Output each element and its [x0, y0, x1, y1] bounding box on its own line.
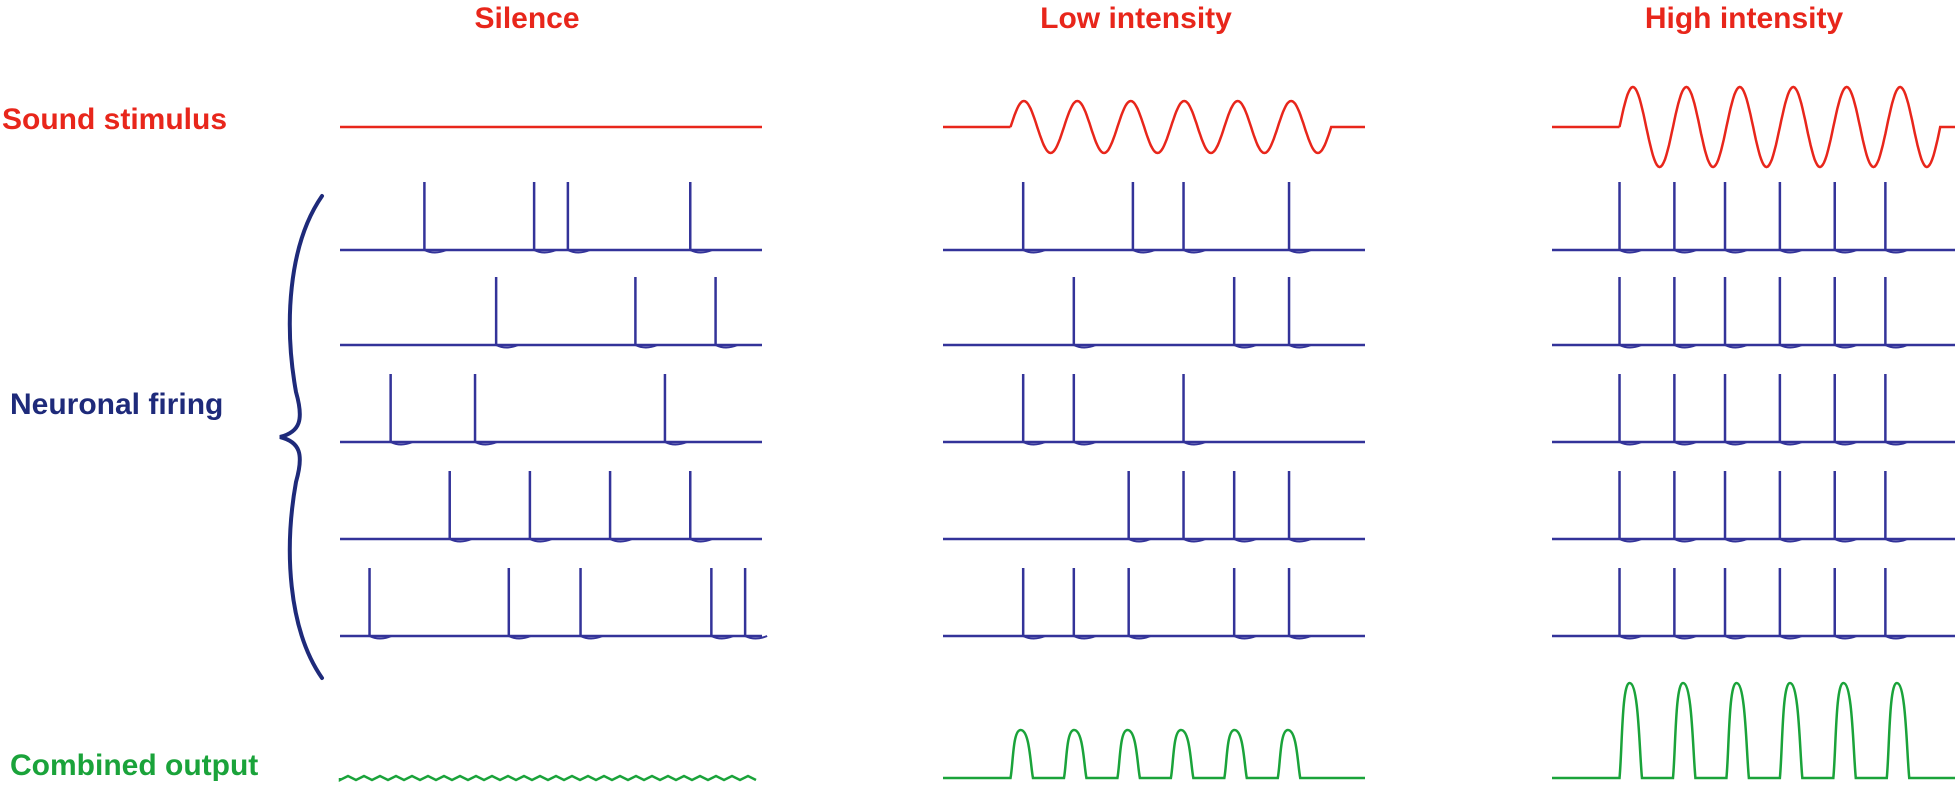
spike-afterpotential: [529, 538, 553, 543]
spike-afterpotential: [1288, 344, 1312, 349]
spike-afterpotential: [1724, 249, 1748, 254]
spike-afterpotential: [1673, 249, 1697, 254]
spike-afterpotential: [1022, 249, 1046, 254]
spike-afterpotential: [1128, 635, 1152, 640]
spike-afterpotential: [1128, 538, 1152, 543]
spike-afterpotential: [1022, 441, 1046, 446]
spike-afterpotential: [1619, 344, 1642, 349]
spike-afterpotential: [1288, 538, 1312, 543]
spike-afterpotential: [1779, 249, 1803, 254]
spike-afterpotential: [1884, 538, 1908, 543]
spike-afterpotential: [1779, 538, 1803, 543]
spike-afterpotential: [580, 635, 603, 640]
spike-afterpotential: [1073, 635, 1097, 640]
combined-output-trace: [1552, 681, 1955, 780]
spike-afterpotential: [1724, 538, 1748, 543]
spike-afterpotential: [449, 538, 473, 543]
spike-afterpotential: [474, 441, 498, 446]
panel-high-intensity: [1552, 85, 1955, 780]
spike-afterpotential: [1619, 441, 1642, 446]
spike-afterpotential: [533, 249, 557, 254]
spike-afterpotential: [689, 538, 713, 543]
spike-afterpotential: [1073, 441, 1097, 446]
spike-afterpotential: [369, 635, 392, 640]
spike-afterpotential: [567, 249, 591, 254]
spike-afterpotential: [1288, 249, 1312, 254]
column-title-low-intensity: Low intensity: [1040, 2, 1232, 35]
spike-afterpotential: [1619, 249, 1642, 254]
column-title-silence: Silence: [474, 2, 579, 35]
panel-silence: [338, 125, 768, 783]
spike-afterpotential: [1834, 441, 1858, 446]
spike-afterpotential: [1884, 635, 1908, 640]
spike-afterpotential: [390, 441, 414, 446]
spike-afterpotential: [1884, 441, 1908, 446]
spike-afterpotential: [609, 538, 633, 543]
spike-afterpotential: [1673, 441, 1697, 446]
spike-afterpotential: [1779, 635, 1803, 640]
spike-afterpotential: [423, 249, 447, 254]
spike-afterpotential: [1619, 538, 1642, 543]
spike-afterpotential: [1884, 344, 1908, 349]
spike-afterpotential: [1233, 538, 1257, 543]
combined-output-trace: [943, 728, 1365, 780]
spike-afterpotential: [1183, 441, 1206, 446]
spike-afterpotential: [744, 635, 768, 640]
row-label-sound-stimulus: Sound stimulus: [2, 103, 227, 136]
spike-afterpotential: [1834, 344, 1858, 349]
spike-afterpotential: [1619, 635, 1642, 640]
spike-afterpotential: [1779, 344, 1803, 349]
spike-afterpotential: [495, 344, 519, 349]
combined-output-trace: [338, 774, 757, 783]
spike-afterpotential: [1233, 635, 1257, 640]
row-label-neuronal-firing: Neuronal firing: [10, 388, 223, 421]
spike-afterpotential: [1724, 344, 1748, 349]
spike-afterpotential: [1288, 635, 1312, 640]
spike-afterpotential: [1779, 441, 1803, 446]
spike-afterpotential: [1183, 249, 1206, 254]
panel-low-intensity: [943, 99, 1365, 780]
spike-afterpotential: [1724, 441, 1748, 446]
brace-icon: [279, 194, 324, 680]
spike-afterpotential: [1022, 635, 1046, 640]
spike-afterpotential: [664, 441, 688, 446]
column-title-high-intensity: High intensity: [1645, 2, 1844, 35]
spike-afterpotential: [634, 344, 658, 349]
spike-afterpotential: [715, 344, 738, 349]
spike-afterpotential: [689, 249, 713, 254]
spike-afterpotential: [1073, 344, 1097, 349]
spike-afterpotential: [1673, 538, 1697, 543]
spike-afterpotential: [1673, 344, 1697, 349]
spike-afterpotential: [1834, 635, 1858, 640]
spike-afterpotential: [1724, 635, 1748, 640]
spike-afterpotential: [1834, 538, 1858, 543]
sound-stimulus-trace: [943, 99, 1365, 155]
spike-afterpotential: [1884, 249, 1908, 254]
row-label-combined-output: Combined output: [10, 749, 258, 782]
spike-afterpotential: [1673, 635, 1697, 640]
spike-afterpotential: [508, 635, 532, 640]
spike-afterpotential: [1132, 249, 1156, 254]
spike-afterpotential: [710, 635, 734, 640]
spike-afterpotential: [1183, 538, 1206, 543]
sound-stimulus-trace: [1552, 85, 1955, 169]
spike-afterpotential: [1834, 249, 1858, 254]
spike-afterpotential: [1233, 344, 1257, 349]
